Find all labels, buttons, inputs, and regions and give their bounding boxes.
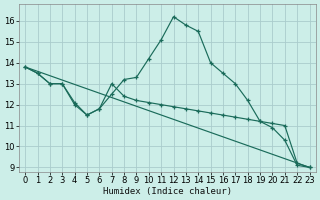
X-axis label: Humidex (Indice chaleur): Humidex (Indice chaleur): [103, 187, 232, 196]
